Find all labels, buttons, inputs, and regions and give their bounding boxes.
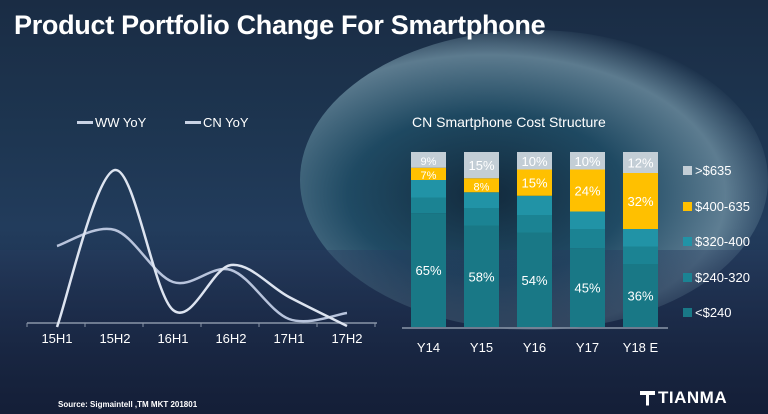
bar-segment xyxy=(517,195,552,215)
bar-segment xyxy=(464,152,499,179)
bar-segment xyxy=(570,152,605,170)
legend-label: $240-320 xyxy=(695,269,750,285)
bar-segment xyxy=(570,248,605,327)
bar-category-label: Y14 xyxy=(417,340,440,355)
bar-segment xyxy=(517,169,552,196)
bar-category-label: Y18 E xyxy=(623,340,659,355)
bar-segment xyxy=(464,178,499,193)
bar-value-label: 15% xyxy=(468,158,494,173)
legend-swatch xyxy=(683,272,692,282)
bar-segment xyxy=(411,152,446,168)
series-line-cn-yoy xyxy=(55,168,348,328)
bar-segment xyxy=(411,167,446,180)
bar-value-label: 45% xyxy=(574,281,600,296)
bar-value-label: 65% xyxy=(415,263,441,278)
bar-value-label: 10% xyxy=(521,154,547,169)
bar-category-label: Y15 xyxy=(470,340,493,355)
bar-segment xyxy=(570,211,605,229)
bar-segment xyxy=(623,229,658,247)
bar-value-label: 9% xyxy=(421,156,437,168)
bar-segment xyxy=(517,152,552,170)
bar-value-label: 12% xyxy=(627,156,653,171)
bar-value-label: 58% xyxy=(468,269,494,284)
bar-value-label: 24% xyxy=(574,184,600,199)
bar-segment xyxy=(570,229,605,249)
legend-label: CN YoY xyxy=(203,115,249,130)
bar-legend-item: >$635 xyxy=(683,163,732,178)
legend-label: $400-635 xyxy=(695,198,750,214)
cn-swatch xyxy=(185,121,201,124)
legend-swatch xyxy=(683,237,692,246)
bar-legend-item: $320-400 xyxy=(683,234,750,249)
bar-category-label: Y16 xyxy=(523,340,546,355)
tianma-logo: TIANMA xyxy=(640,388,727,408)
legend-swatch xyxy=(683,166,692,175)
bar-legend-item: $240-320 xyxy=(683,270,750,285)
bar-chart-title: CN Smartphone Cost Structure xyxy=(412,114,606,130)
legend-ww-yoy: WW YoY xyxy=(77,115,146,130)
bar-legend-item: <$240 xyxy=(683,305,732,320)
ww-swatch xyxy=(77,121,93,124)
legend-swatch xyxy=(683,201,692,211)
bar-segment xyxy=(623,173,658,229)
bar-segment xyxy=(623,246,658,264)
bar-value-label: 8% xyxy=(474,181,490,193)
bar-segment xyxy=(464,208,499,226)
source-note: Source: Sigmaintell ,TM MKT 201801 xyxy=(58,400,198,409)
bar-value-label: 32% xyxy=(627,194,653,209)
x-tick-label: 15H2 xyxy=(99,331,130,346)
logo-text: TIANMA xyxy=(658,388,728,407)
bar-segment xyxy=(623,152,658,173)
legend-label: WW YoY xyxy=(95,115,147,130)
logo-mark-icon xyxy=(640,390,655,406)
series-line-ww-yoy xyxy=(56,227,348,323)
x-tick-label: 17H2 xyxy=(331,331,362,346)
bar-legend-item: $400-635 xyxy=(683,199,750,214)
bar-value-label: 10% xyxy=(574,154,600,169)
bar-value-label: 54% xyxy=(521,273,547,288)
bar-value-label: 7% xyxy=(421,170,437,182)
bar-category-label: Y17 xyxy=(576,340,599,355)
bar-segment xyxy=(517,215,552,233)
bar-segment xyxy=(464,192,499,208)
x-tick-label: 17H1 xyxy=(273,331,304,346)
legend-label: <$240 xyxy=(695,305,732,320)
bar-value-label: 15% xyxy=(521,176,547,191)
bar-segment xyxy=(411,197,446,214)
x-tick-label: 16H1 xyxy=(157,331,188,346)
x-tick-label: 15H1 xyxy=(41,331,72,346)
bar-segment xyxy=(464,225,499,327)
legend-label: >$635 xyxy=(695,163,732,178)
bar-segment xyxy=(411,213,446,327)
slide-title: Product Portfolio Change For Smartphone xyxy=(14,10,546,40)
legend-label: $320-400 xyxy=(695,234,750,249)
legend-swatch xyxy=(683,308,692,317)
bar-segment xyxy=(570,169,605,212)
bar-segment xyxy=(411,180,446,198)
bar-segment xyxy=(517,232,552,327)
bar-value-label: 36% xyxy=(627,289,653,304)
legend-cn-yoy: CN YoY xyxy=(185,115,249,130)
bar-segment xyxy=(623,264,658,327)
x-tick-label: 16H2 xyxy=(215,331,246,346)
